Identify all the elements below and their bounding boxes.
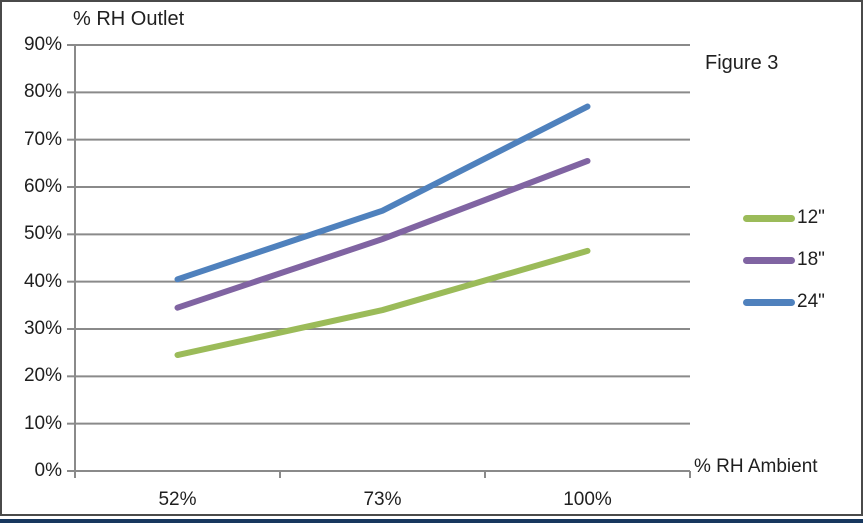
legend-label-18in: 18" [797, 249, 825, 270]
y-tick-label-80%: 80% [23, 81, 62, 103]
legend-line-swatch-12in [743, 214, 795, 222]
series-line-12in [174, 247, 591, 359]
figure-label: Figure 3 [705, 52, 779, 74]
y-tick-label-20%: 20% [23, 365, 62, 387]
legend: 12" 18" 24" [743, 207, 825, 313]
y-tick-label-90%: 90% [23, 34, 62, 55]
y-tick-label-40%: 40% [23, 270, 62, 292]
series-line-24in [174, 103, 591, 283]
legend-item-18in: 18" [743, 249, 825, 271]
legend-line-swatch-24in [743, 298, 795, 306]
legend-item-12in: 12" [743, 207, 825, 229]
bottom-edge-bar [0, 519, 863, 523]
legend-label-24in: 24" [797, 291, 825, 312]
y-tick-label-30%: 30% [23, 318, 62, 339]
y-tick-label-0%: 0% [34, 460, 62, 481]
x-tick-label-73%: 73% [363, 489, 402, 510]
y-tick-label-70%: 70% [23, 128, 62, 150]
chart-title: % RH Outlet [73, 8, 185, 30]
x-tick-label-100%: 100% [563, 489, 612, 510]
x-tick-label-52%: 52% [158, 489, 197, 510]
legend-label-12in: 12" [797, 207, 825, 228]
x-axis-title: % RH Ambient [694, 456, 818, 477]
legend-line-swatch-18in [743, 256, 795, 264]
y-tick-label-10%: 10% [23, 412, 62, 434]
legend-item-24in: 24" [743, 291, 825, 313]
y-tick-label-60%: 60% [23, 176, 62, 197]
y-tick-label-50%: 50% [23, 223, 62, 245]
series-line-18in [174, 157, 591, 311]
